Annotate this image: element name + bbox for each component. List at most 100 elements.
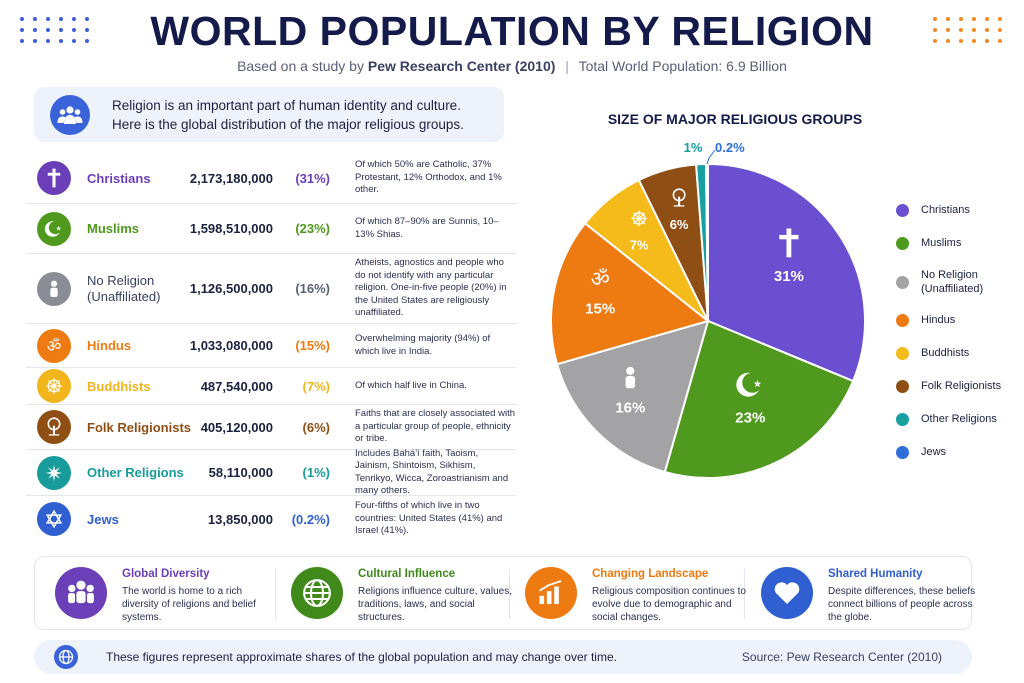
religion-note: Four-fifths of which live in two countri… <box>355 500 503 537</box>
pie-data-label: 15% <box>585 301 615 318</box>
star-icon <box>37 455 71 490</box>
legend-swatch <box>896 203 909 217</box>
pie-slice-jews <box>704 162 709 322</box>
legend-swatch <box>896 379 909 393</box>
dharma-wheel-icon <box>37 369 71 403</box>
religion-percent: (23%) <box>295 221 330 236</box>
religion-percent: (0.2%) <box>291 511 330 527</box>
pie-slice-christians <box>707 162 866 383</box>
legend-item: Christians <box>896 203 970 217</box>
religion-percent: (6%) <box>302 419 330 435</box>
om-icon: ॐ <box>591 266 610 291</box>
pie-data-label: 31% <box>774 268 804 285</box>
religion-name: No Religion (Unaffiliated) <box>87 272 161 304</box>
subtitle-source: Pew Research Center (2010) <box>367 58 556 74</box>
religion-count: 487,540,000 <box>200 378 273 394</box>
feature-card: Shared Humanity Despite differences, thes… <box>761 565 991 623</box>
intro-line-2: Here is the global distribution of the m… <box>112 116 464 132</box>
feature-body: Despite differences, these beliefs conne… <box>828 586 976 623</box>
people-group-icon <box>55 567 107 619</box>
religion-name: Buddhists <box>87 378 151 394</box>
table-row: No Religion (Unaffiliated) 1,126,500,000 (1… <box>26 254 516 324</box>
legend-swatch <box>896 412 909 426</box>
feature-title: Cultural Influence <box>358 568 456 580</box>
people-icon <box>50 94 90 135</box>
pie-slice-other-religions <box>695 162 709 322</box>
feature-title: Changing Landscape <box>592 568 709 580</box>
religion-percent: (15%) <box>295 338 330 353</box>
religion-count: 13,850,000 <box>207 511 273 527</box>
globe-icon <box>54 645 78 669</box>
intro-box: Religion is an important part of human i… <box>34 87 504 142</box>
legend-item: Jews <box>896 445 946 459</box>
pie-data-label: 0.2% <box>715 140 745 155</box>
table-row: Other Religions 58,110,000 (1%) Includes Ba… <box>26 448 516 496</box>
feature-body: Religions influence culture, values, tra… <box>358 586 512 623</box>
pie-data-label: 7% <box>630 237 649 252</box>
religion-note: Atheists, agnostics and people who do no… <box>355 257 507 319</box>
person-icon <box>625 366 636 389</box>
divider <box>509 569 510 619</box>
star-of-david-icon <box>37 502 71 536</box>
legend-item: Buddhists <box>896 346 969 360</box>
religion-percent: (31%) <box>295 170 330 186</box>
page-title: WORLD POPULATION BY RELIGION <box>150 8 874 54</box>
legend-swatch <box>896 313 909 327</box>
religion-count: 2,173,180,000 <box>189 170 273 186</box>
legend-item: Folk Religionists <box>896 379 1001 393</box>
religion-name: Other Religions <box>87 465 184 480</box>
feature-body: Religious composition continues to evolv… <box>592 586 746 623</box>
legend-item: No Religion (Unaffiliated) <box>896 268 983 296</box>
legend-item: Hindus <box>896 313 955 327</box>
religion-count: 1,126,500,000 <box>189 281 273 296</box>
feature-card: Global Diversity The world is home to a r… <box>55 565 285 623</box>
pie-leader-line <box>706 149 716 165</box>
legend-swatch <box>896 346 909 360</box>
religion-name: Folk Religionists <box>87 419 192 435</box>
subtitle-total: Total World Population: 6.9 Billion <box>578 58 787 74</box>
religion-note: Overwhelming majority (94%) of which liv… <box>355 333 491 357</box>
religion-percent: (1%) <box>302 465 330 480</box>
religion-count: 58,110,000 <box>208 465 273 480</box>
feature-title: Shared Humanity <box>828 568 923 580</box>
religion-count: 1,598,510,000 <box>189 221 273 236</box>
bar-chart-icon <box>525 567 577 619</box>
feature-strip: Global Diversity The world is home to a r… <box>34 556 975 630</box>
footer-note: These figures represent approximate shar… <box>106 650 617 664</box>
crescent-star-icon <box>736 372 763 397</box>
legend-swatch <box>896 445 909 459</box>
legend-label: No Religion (Unaffiliated) <box>921 269 984 295</box>
intro-line-1: Religion is an important part of human i… <box>112 97 461 113</box>
feature-title: Global Diversity <box>122 568 210 580</box>
legend-label: Other Religions <box>921 413 997 425</box>
pie-slice-hindus <box>550 221 711 366</box>
pie-slice-folk-religionists <box>637 163 709 322</box>
decorative-dots-right <box>933 17 1004 43</box>
religion-name: Christians <box>87 170 151 186</box>
svg-text:ॐ: ॐ <box>47 336 62 355</box>
pie-data-label: 23% <box>735 410 765 427</box>
pie-data-label: 6% <box>670 217 689 232</box>
feature-card: Cultural Influence Religions influence cu… <box>291 565 521 623</box>
subtitle-prefix: Based on a study by <box>237 58 364 74</box>
legend-label: Folk Religionists <box>921 380 1002 392</box>
legend-label: Christians <box>921 204 970 216</box>
religion-note: Faiths that are closely associated with … <box>355 408 515 445</box>
tree-icon <box>37 410 71 444</box>
legend-item: Muslims <box>896 236 961 250</box>
religion-name: Muslims <box>87 221 140 236</box>
table-row: Buddhists 487,540,000 (7%) Of which half li… <box>26 368 516 405</box>
table-row: Jews 13,850,000 (0.2%) Four-fifths of which… <box>26 496 516 542</box>
svg-text:ॐ: ॐ <box>591 266 610 291</box>
pie-slice-muslims <box>663 319 855 479</box>
page-subtitle: Based on a study by Pew Research Center … <box>0 58 1024 74</box>
legend-label: Muslims <box>921 237 962 249</box>
religion-note: Of which 50% are Catholic, 37% Protestan… <box>355 159 502 196</box>
legend-label: Buddhists <box>921 347 970 359</box>
chart-title: SIZE OF MAJOR RELIGIOUS GROUPS <box>607 111 863 127</box>
religion-name: Jews <box>87 511 119 527</box>
om-icon: ॐ <box>37 328 71 363</box>
feature-card: Changing Landscape Religious composition … <box>525 565 755 623</box>
divider <box>275 569 276 619</box>
cross-icon <box>37 161 71 195</box>
